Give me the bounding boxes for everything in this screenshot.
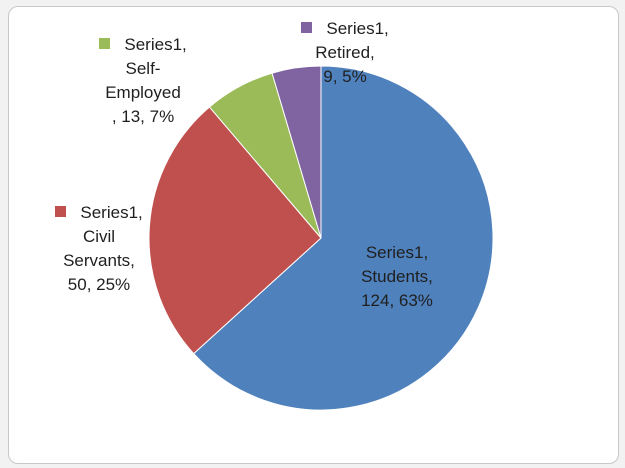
legend-key-self-employed [99, 38, 111, 50]
data-label-self-employed-line-4: , 13, 7% [111, 107, 175, 126]
pie-slice-civil-servants [148, 106, 322, 355]
data-label-self-employed-line-3: Employed [105, 83, 181, 102]
data-label-civil-servants: Series1, Civil Servants, 50, 25% [19, 201, 179, 297]
data-label-self-employed-line-2: Self- [125, 59, 161, 78]
data-label-students-line-3: 124, 63% [361, 291, 433, 310]
data-label-civil-servants-line-2: Civil [82, 227, 116, 246]
data-label-civil-servants-line-1: Series1, [19, 201, 179, 225]
pie-chart [148, 65, 494, 411]
legend-key-civil-servants [55, 206, 67, 218]
data-label-students-line-2: Students, [361, 267, 433, 286]
data-label-retired-line-3: 9, 5% [323, 67, 367, 86]
data-label-retired: Series1, Retired, 9, 5% [275, 17, 415, 89]
data-label-self-employed: Series1, Self- Employed , 13, 7% [63, 33, 223, 129]
legend-key-retired [301, 22, 313, 34]
chart-area: Series1, Students, 124, 63% Series1, Civ… [8, 6, 619, 464]
data-label-civil-servants-line-3: Servants, [63, 251, 135, 270]
pie-slice-students [192, 65, 494, 411]
pie-slice-retired [271, 65, 322, 239]
data-label-retired-line-1: Series1, [275, 17, 415, 41]
data-label-students: Series1, Students, 124, 63% [337, 241, 457, 313]
data-label-civil-servants-line-4: 50, 25% [67, 275, 131, 294]
data-label-students-line-1: Series1, [365, 243, 429, 262]
data-label-self-employed-line-1: Series1, [63, 33, 223, 57]
data-label-retired-line-2: Retired, [315, 43, 375, 62]
